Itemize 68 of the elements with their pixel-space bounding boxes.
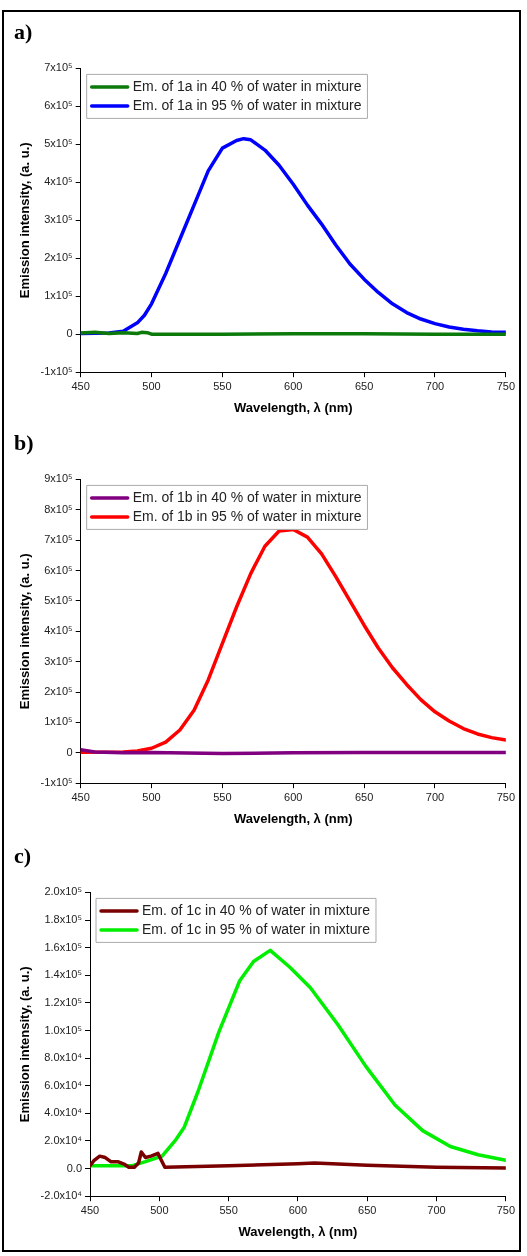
y-tick-label: 1.0x10⁵ <box>44 1023 83 1036</box>
x-tick-label: 550 <box>219 1203 238 1216</box>
y-tick-label: 6.0x10⁴ <box>44 1078 83 1091</box>
x-tick-label: 600 <box>284 790 303 803</box>
y-tick-label: 0 <box>66 327 73 340</box>
y-tick-label: 5x10⁵ <box>44 593 73 606</box>
y-tick-label: 6x10⁵ <box>44 99 73 112</box>
y-tick-label: 2x10⁵ <box>44 251 73 264</box>
y-tick-label: -1x10⁵ <box>40 365 73 378</box>
y-tick-label: 7x10⁵ <box>44 61 73 74</box>
y-tick-label: 0 <box>66 745 73 758</box>
x-tick-label: 450 <box>71 790 90 803</box>
y-tick-label: 2.0x10⁴ <box>44 1133 83 1146</box>
x-tick-label: 750 <box>496 379 515 392</box>
y-tick-label: 2.0x10⁵ <box>44 885 83 898</box>
x-tick-label: 600 <box>288 1203 308 1216</box>
x-axis-title: Wavelength, λ (nm) <box>238 1223 358 1239</box>
y-tick-label: 9x10⁵ <box>44 472 73 485</box>
y-tick-label: 8x10⁵ <box>44 502 73 515</box>
y-tick-label: 4x10⁵ <box>44 624 73 637</box>
x-axis-title: Wavelength, λ (nm) <box>233 399 353 415</box>
legend-label: Em. of 1c in 40 % of water in mixture <box>142 901 371 918</box>
x-tick-label: 500 <box>142 790 161 803</box>
x-tick-label: 750 <box>496 790 515 803</box>
x-tick-label: 500 <box>150 1203 169 1216</box>
y-tick-label: 1.4x10⁵ <box>44 968 83 981</box>
x-tick-label: 500 <box>142 379 161 392</box>
y-tick-label: -1x10⁵ <box>40 776 73 789</box>
legend-label: Em. of 1a in 40 % of water in mixture <box>132 77 362 94</box>
y-tick-label: 1.2x10⁵ <box>44 995 83 1008</box>
y-tick-label: 8.0x10⁴ <box>44 1051 83 1064</box>
y-tick-label: 1.6x10⁵ <box>44 940 83 953</box>
y-tick-label: 1x10⁵ <box>44 715 73 728</box>
y-tick-label: 3x10⁵ <box>44 654 73 667</box>
x-tick-label: 650 <box>358 1203 377 1216</box>
x-tick-label: 700 <box>425 379 445 392</box>
y-tick-label: 1.8x10⁵ <box>44 913 83 926</box>
x-tick-label: 550 <box>213 379 232 392</box>
x-tick-label: 650 <box>354 790 374 803</box>
y-tick-label: 5x10⁵ <box>44 137 73 150</box>
y-axis-title: Emission intensity, (a. u.) <box>17 553 33 710</box>
x-axis-title: Wavelength, λ (nm) <box>233 810 353 826</box>
y-tick-label: -2.0x10⁴ <box>40 1189 83 1202</box>
chart-title: c) <box>14 842 32 868</box>
x-tick-label: 450 <box>80 1203 100 1216</box>
chart-title: a) <box>14 18 33 44</box>
y-axis-title: Emission intensity, (a. u.) <box>17 142 33 299</box>
x-tick-label: 600 <box>284 379 303 392</box>
x-tick-label: 700 <box>425 790 445 803</box>
legend-label: Em. of 1b in 95 % of water in mixture <box>132 507 362 524</box>
x-tick-label: 550 <box>213 790 232 803</box>
chart-title: b) <box>14 429 34 455</box>
y-tick-label: 1x10⁵ <box>44 289 73 302</box>
y-axis-title: Emission intensity, (a. u.) <box>17 966 33 1123</box>
y-tick-label: 3x10⁵ <box>44 213 73 226</box>
x-tick-label: 750 <box>496 1203 515 1216</box>
y-tick-label: 6x10⁵ <box>44 563 73 576</box>
legend-label: Em. of 1c in 95 % of water in mixture <box>142 920 371 937</box>
legend-label: Em. of 1b in 40 % of water in mixture <box>132 488 362 505</box>
x-tick-label: 450 <box>71 379 90 392</box>
y-tick-label: 4x10⁵ <box>44 175 73 188</box>
y-tick-label: 2x10⁵ <box>44 685 73 698</box>
y-tick-label: 7x10⁵ <box>44 533 73 546</box>
y-tick-label: 4.0x10⁴ <box>44 1106 83 1119</box>
y-tick-label: 0.0 <box>66 1161 83 1174</box>
x-tick-label: 650 <box>354 379 374 392</box>
legend-label: Em. of 1a in 95 % of water in mixture <box>132 96 362 113</box>
x-tick-label: 700 <box>427 1203 446 1216</box>
